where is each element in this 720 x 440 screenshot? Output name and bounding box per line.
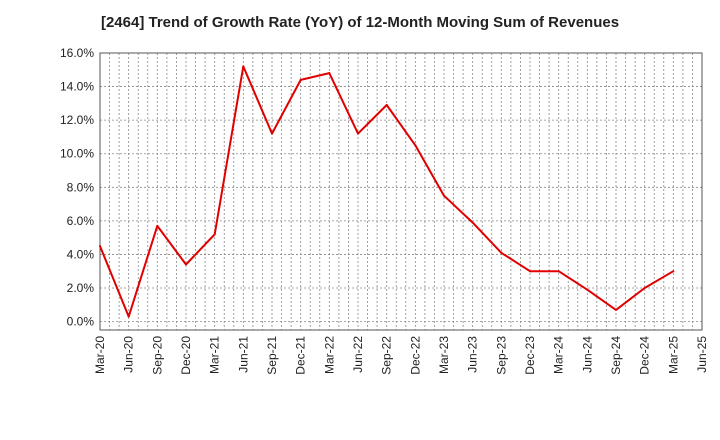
data-point — [529, 270, 531, 273]
x-tick-label: Jun-21 — [236, 336, 250, 373]
data-point — [500, 251, 503, 254]
y-tick-label: 16.0% — [60, 46, 94, 60]
data-point — [443, 194, 445, 197]
data-point — [328, 72, 331, 75]
x-tick-label: Mar-23 — [437, 336, 451, 374]
x-tick-label: Mar-24 — [552, 336, 566, 374]
x-tick-label: Jun-25 — [695, 336, 709, 373]
x-tick-label: Dec-20 — [179, 336, 193, 375]
data-point — [99, 245, 101, 248]
data-point — [385, 104, 388, 107]
x-tick-label: Mar-22 — [322, 336, 336, 374]
data-point — [357, 132, 359, 135]
x-tick-label: Sep-21 — [265, 336, 279, 375]
x-tick-label: Dec-24 — [638, 336, 652, 375]
x-tick-label: Mar-20 — [93, 336, 107, 374]
grid-lines — [99, 52, 703, 330]
x-tick-label: Sep-20 — [150, 336, 164, 375]
x-tick-label: Sep-22 — [380, 336, 394, 375]
y-tick-label: 6.0% — [67, 214, 95, 228]
x-tick-label: Mar-25 — [666, 336, 680, 374]
series-line — [99, 65, 674, 318]
data-point — [615, 308, 617, 311]
series-layer — [99, 65, 675, 318]
data-point — [213, 233, 216, 236]
y-tick-label: 2.0% — [67, 281, 95, 295]
x-tick-label: Dec-22 — [408, 336, 422, 375]
data-point — [185, 263, 187, 266]
data-point — [672, 270, 675, 273]
data-point — [156, 224, 159, 227]
chart-title: [2464] Trend of Growth Rate (YoY) of 12-… — [100, 14, 620, 31]
data-point — [271, 132, 273, 135]
y-axis-ticks: 0.0% 2.0% 4.0% 6.0% 8.0% 10.0% 12.0% 14.0% 16.0% — [60, 46, 94, 329]
data-point — [242, 65, 245, 68]
x-tick-label: Mar-21 — [208, 336, 222, 374]
y-tick-label: 4.0% — [67, 247, 95, 261]
data-point — [557, 270, 560, 273]
x-tick-label: Dec-23 — [523, 336, 537, 375]
y-tick-label: 0.0% — [67, 315, 95, 329]
y-tick-label: 12.0% — [60, 113, 94, 127]
x-tick-label: Jun-20 — [122, 336, 136, 373]
y-tick-label: 14.0% — [60, 80, 94, 94]
x-tick-label: Jun-24 — [580, 336, 594, 373]
data-point — [586, 288, 589, 291]
y-tick-label: 8.0% — [67, 180, 95, 194]
x-tick-label: Sep-24 — [609, 336, 623, 375]
data-point — [643, 287, 646, 290]
data-point — [471, 221, 474, 224]
x-tick-label: Sep-23 — [494, 336, 508, 375]
x-tick-label: Jun-22 — [351, 336, 365, 373]
data-point — [299, 78, 302, 81]
data-point — [127, 315, 130, 318]
plot-area-frame — [99, 52, 703, 331]
x-tick-label: Dec-21 — [294, 336, 308, 375]
y-tick-label: 10.0% — [60, 147, 94, 161]
x-axis-ticks: Mar-20 Jun-20 Sep-20 Dec-20 Mar-21 Jun-21 Sep-… — [93, 336, 709, 375]
data-point — [414, 144, 417, 147]
x-tick-label: Jun-23 — [466, 336, 480, 373]
